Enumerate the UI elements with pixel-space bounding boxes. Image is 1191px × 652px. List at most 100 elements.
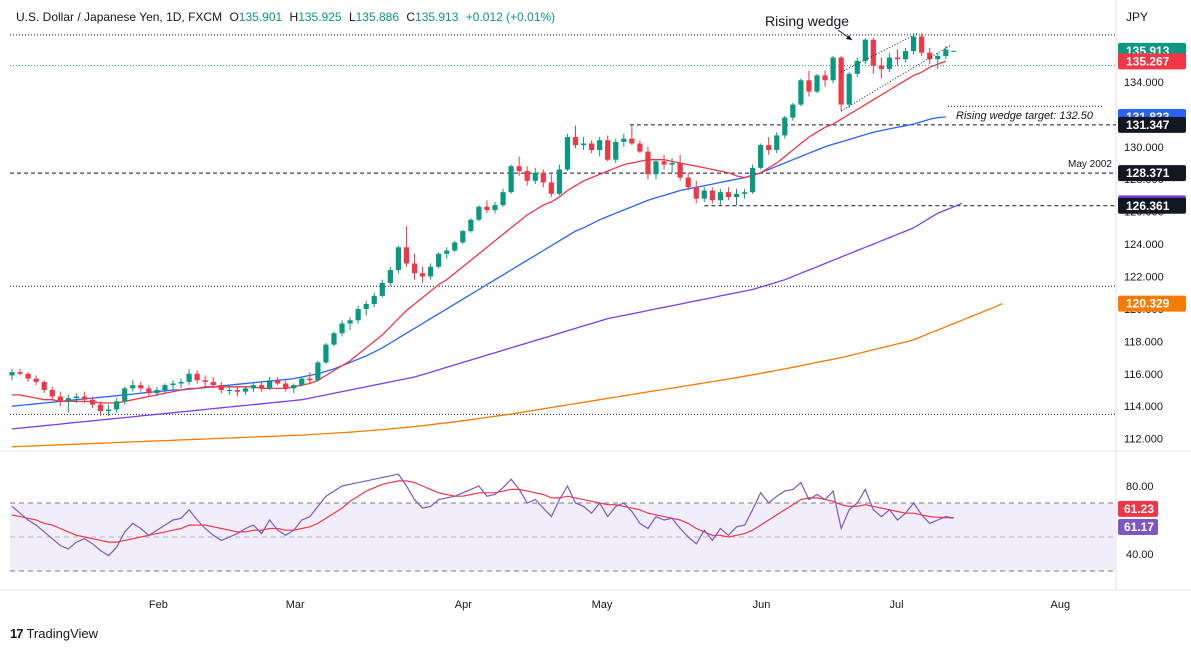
candle-body: [387, 270, 393, 283]
rsi-axis-tag-text: 61.17: [1124, 520, 1154, 534]
price-axis-tag-text: 131.347: [1126, 118, 1170, 132]
sma100-line: [11, 202, 963, 430]
candle-body: [283, 383, 289, 389]
candle-body: [621, 138, 627, 142]
candle-body: [854, 60, 860, 74]
candle-body: [750, 167, 756, 193]
candle-body: [782, 117, 788, 136]
candle-body: [943, 49, 949, 56]
price-axis-tag-text: 135.267: [1126, 54, 1170, 68]
candle-body: [685, 177, 691, 188]
candle-body: [774, 135, 780, 150]
candle-body: [331, 333, 337, 345]
candle-body: [830, 57, 836, 81]
high-value: 135.925: [298, 10, 342, 24]
high-label: H: [289, 10, 299, 24]
candle-body: [355, 308, 361, 321]
change-value: +0.012 (+0.01%): [465, 10, 556, 24]
candle-body: [540, 172, 546, 183]
candle-body: [653, 161, 659, 175]
candle-body: [452, 242, 458, 251]
candle-body: [927, 52, 933, 60]
price-tick-label: 124.000: [1124, 239, 1164, 251]
candle-body: [468, 219, 474, 232]
candle-body: [629, 138, 635, 144]
candle-body: [154, 390, 160, 394]
candle-body: [951, 50, 957, 52]
candle-body: [693, 187, 699, 199]
candle-body: [403, 247, 410, 264]
candle-body: [379, 282, 385, 296]
candle-body: [613, 141, 619, 160]
price-axis-tag: [1118, 295, 1186, 312]
candle-body: [645, 151, 651, 175]
candle-body: [476, 206, 482, 220]
symbol-title[interactable]: U.S. Dollar / Japanese Yen, 1D, FXCM: [16, 10, 223, 24]
candle-body: [186, 373, 192, 382]
wedge-target-label: Rising wedge target: 132.50: [956, 110, 1094, 122]
candle-body: [677, 162, 683, 178]
candle-body: [556, 169, 562, 194]
candle-body: [114, 401, 120, 410]
candle-body: [106, 409, 112, 412]
candle-body: [258, 385, 265, 389]
candle-body: [315, 362, 321, 381]
candle-body: [564, 137, 571, 170]
candle-body: [162, 385, 168, 390]
candle-body: [709, 190, 715, 201]
candle-body: [138, 385, 144, 389]
rsi-tick-label: 80.00: [1126, 481, 1154, 493]
candle-body: [9, 372, 15, 376]
wedge-upper-line: [840, 32, 918, 73]
price-axis-tag: [1118, 116, 1186, 133]
candle-body: [894, 57, 901, 60]
candle-body: [661, 161, 667, 165]
candle-body: [41, 381, 47, 390]
candle-body: [846, 73, 852, 105]
time-tick-label: Jun: [753, 599, 771, 611]
tradingview-logo[interactable]: 17 TradingView: [10, 626, 98, 641]
low-value: 135.886: [355, 10, 400, 24]
candle-body: [49, 390, 55, 397]
candle-body: [170, 383, 176, 386]
candle-body: [838, 57, 844, 105]
candle-body: [500, 192, 506, 206]
price-tick-label: 134.000: [1124, 77, 1164, 89]
candle-body: [572, 137, 579, 146]
price-axis-tag: [1118, 165, 1186, 182]
candle-body: [911, 36, 917, 52]
candle-body: [597, 140, 603, 150]
time-tick-label: Apr: [455, 599, 472, 611]
candle-body: [122, 388, 128, 402]
candle-body: [822, 75, 828, 81]
candle-body: [589, 143, 595, 150]
open-label: O: [229, 10, 239, 24]
candle-body: [444, 250, 450, 254]
candle-body: [242, 388, 249, 392]
candle-body: [717, 192, 723, 201]
candle-body: [411, 263, 418, 274]
candle-body: [130, 385, 136, 389]
time-tick-label: Feb: [149, 599, 168, 611]
price-axis-tag: [1118, 197, 1186, 214]
candle-body: [299, 378, 305, 386]
may-2002-label: May 2002: [1068, 159, 1112, 170]
candle-body: [605, 140, 611, 160]
candle-body: [532, 172, 538, 181]
candle-body: [492, 205, 498, 210]
chart-header: U.S. Dollar / Japanese Yen, 1D, FXCM O 13…: [16, 10, 555, 24]
close-value: 135.913: [415, 10, 459, 24]
sma50-line: [11, 116, 946, 407]
candle-body: [870, 39, 876, 66]
candle-body: [146, 388, 152, 394]
candle-body: [371, 295, 377, 305]
candle-body: [250, 385, 257, 389]
sma20-line: [12, 60, 947, 404]
candle-body: [234, 390, 240, 392]
price-tick-label: 122.000: [1124, 271, 1164, 283]
price-axis-tag-text: 128.371: [1126, 166, 1170, 180]
candle-body: [758, 145, 764, 168]
candle-body: [548, 182, 554, 194]
